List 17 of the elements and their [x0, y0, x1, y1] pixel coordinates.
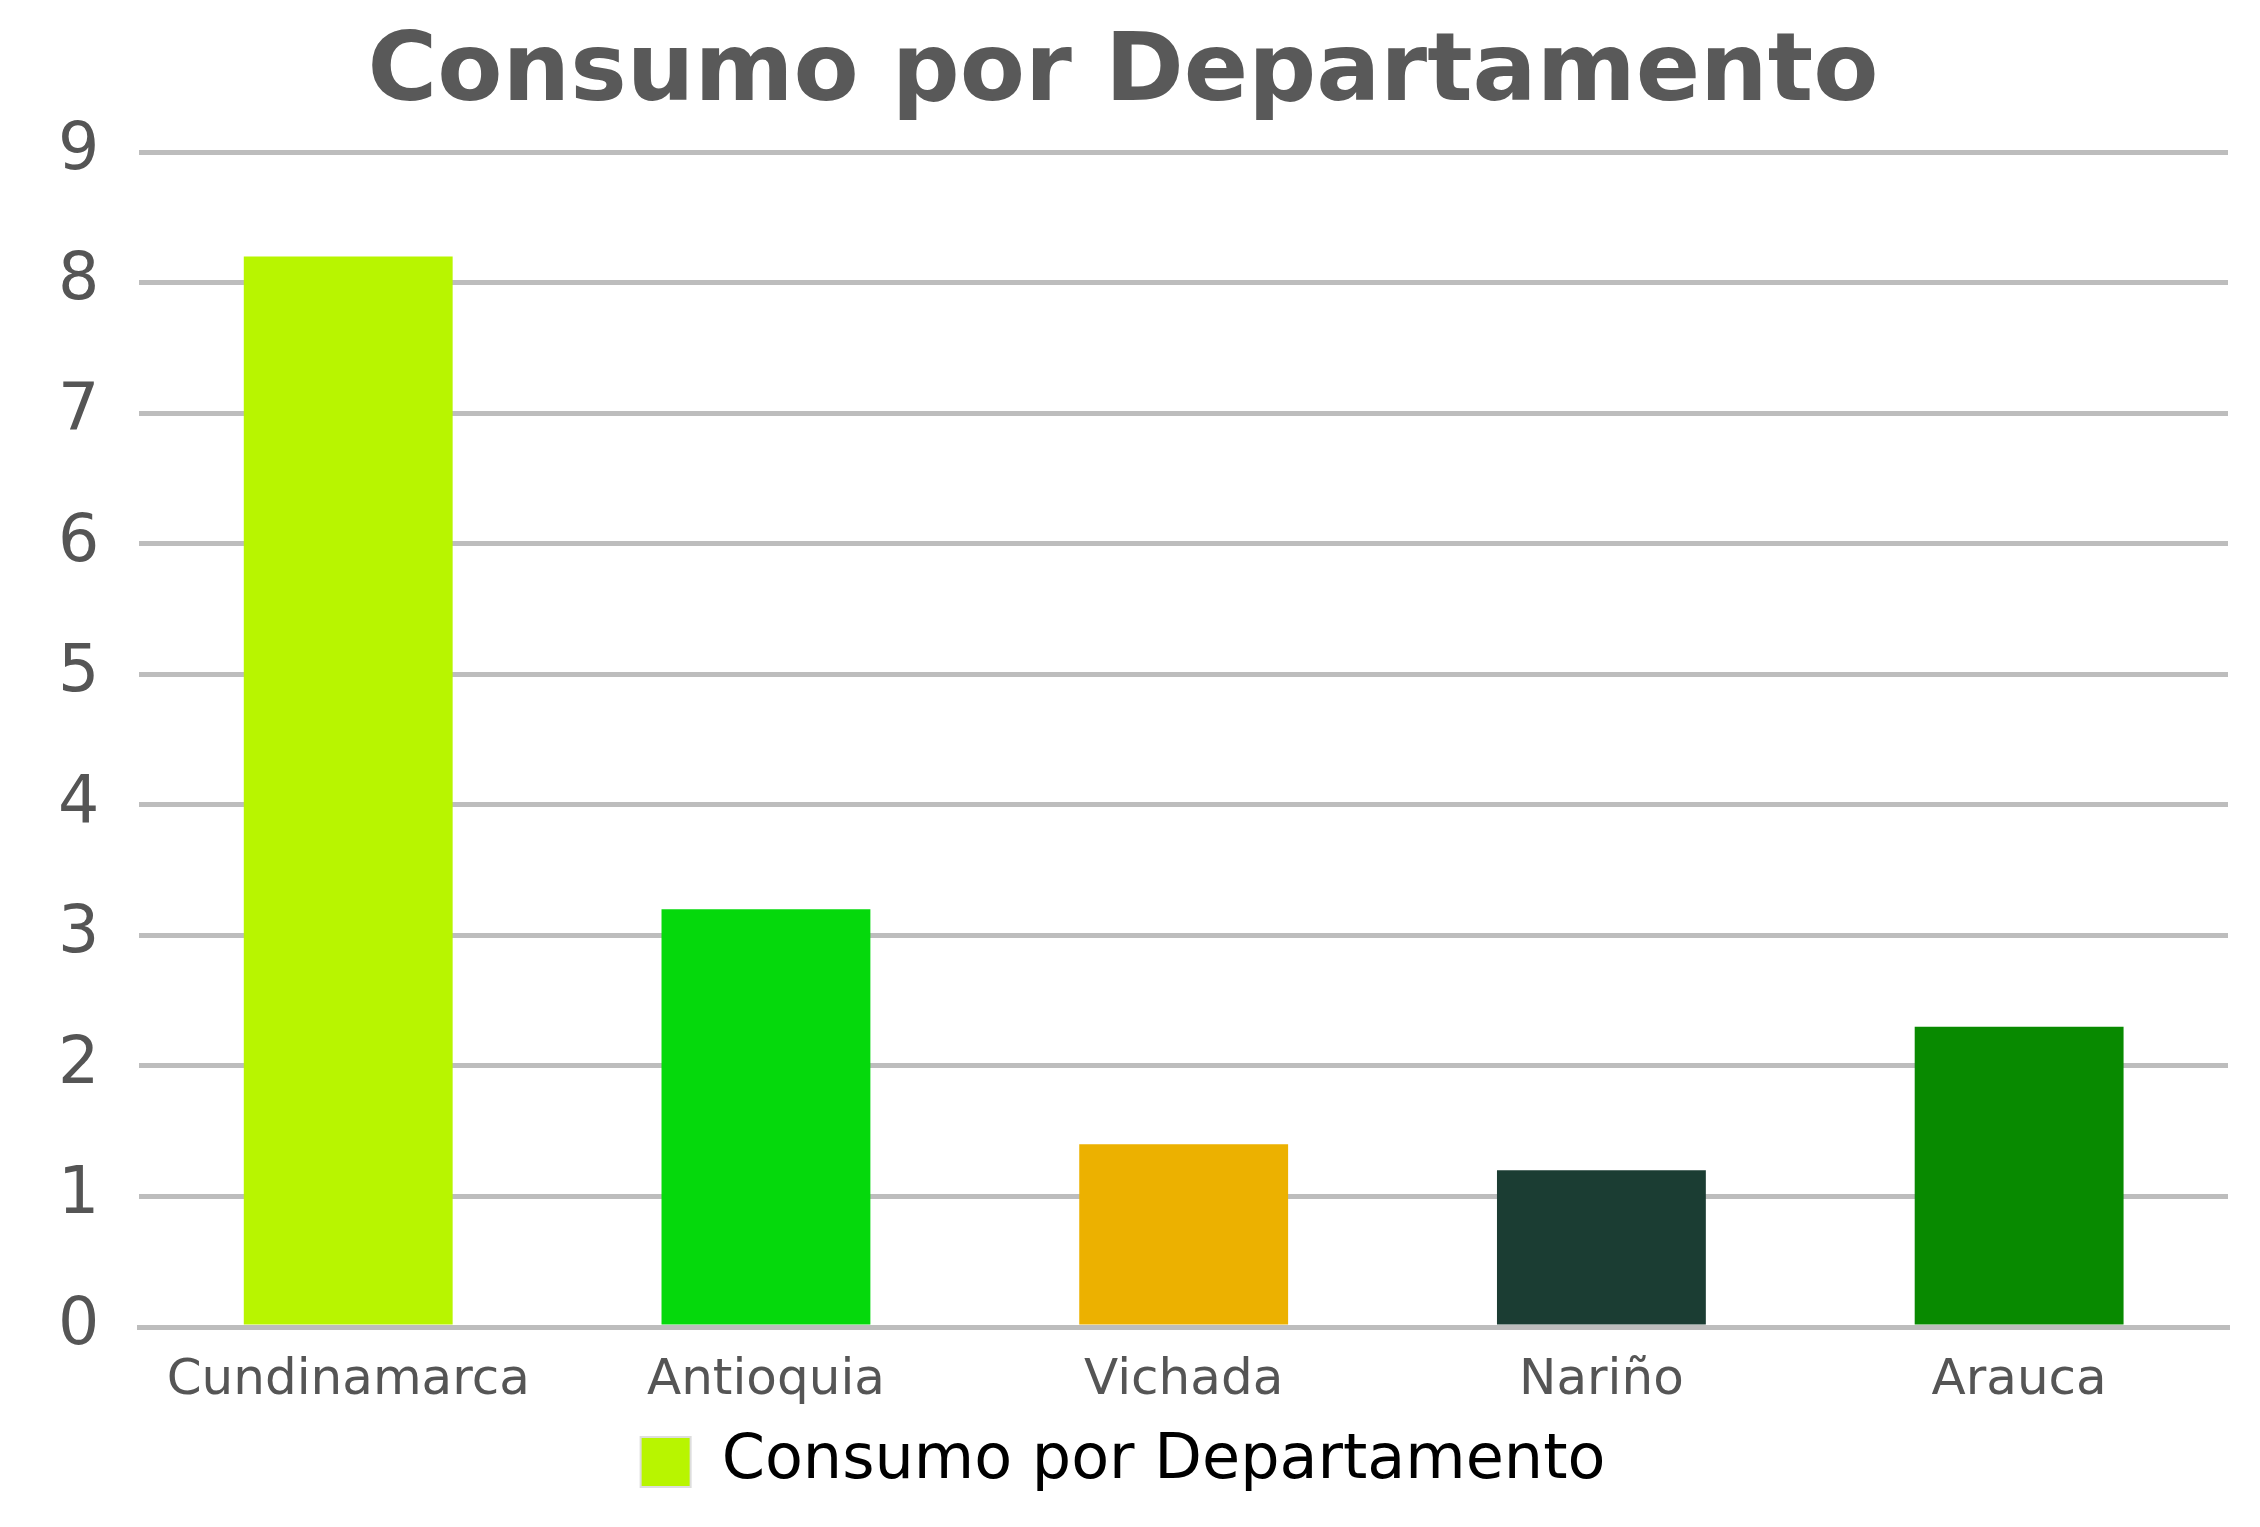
x-tick-label: Antioquia: [646, 1347, 885, 1406]
y-tick-label: 9: [58, 108, 100, 184]
y-tick-label: 7: [58, 370, 100, 445]
x-tick-label: Nariño: [1519, 1347, 1684, 1406]
y-tick-label: 1: [58, 1153, 100, 1229]
y-tick-label: 8: [58, 239, 100, 315]
legend-label: Consumo por Departamento: [721, 1420, 1606, 1494]
y-tick-label: 2: [58, 1022, 100, 1098]
y-tick-label: 3: [58, 892, 100, 968]
x-tick-label: Cundinamarca: [166, 1347, 530, 1406]
x-tick-label: Vichada: [1084, 1347, 1284, 1406]
chart-title: Consumo por Departamento: [367, 11, 1879, 122]
y-tick-label: 6: [58, 500, 100, 576]
y-tick-label: 4: [58, 761, 100, 837]
y-tick-label: 5: [58, 631, 100, 707]
y-tick-label: 0: [58, 1283, 100, 1359]
x-tick-label: Arauca: [1931, 1347, 2107, 1406]
